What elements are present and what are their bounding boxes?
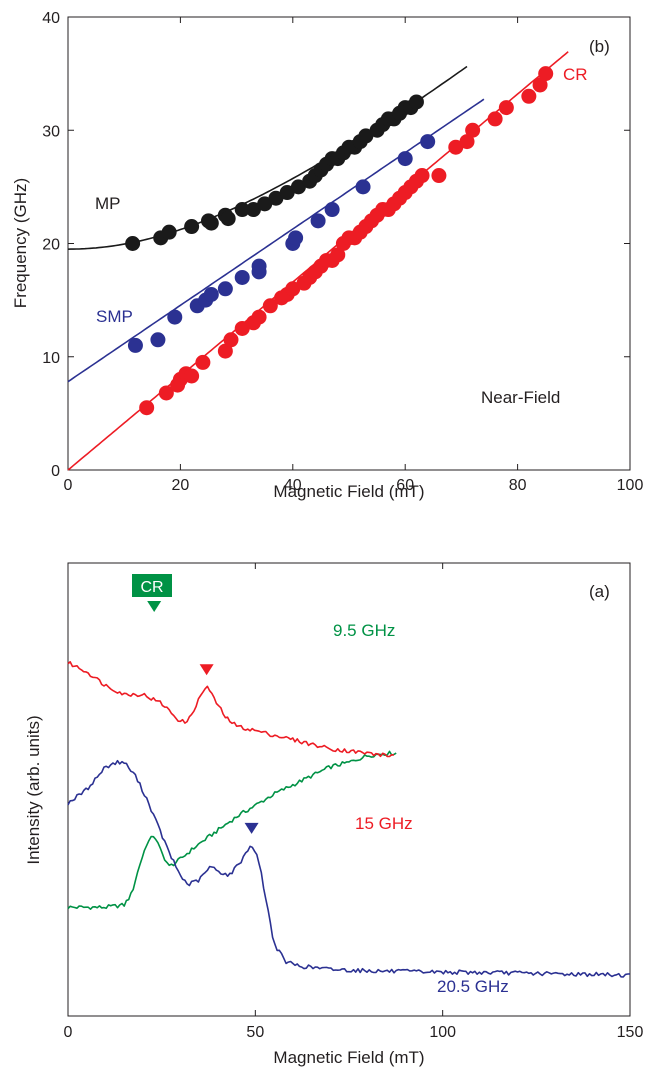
panel-b-ticks: 0 20 40 60 80 100 0 10 20 30 40 bbox=[42, 10, 643, 494]
cr-marker-badge bbox=[132, 574, 172, 597]
series-label-20-5ghz: 20.5 GHz bbox=[437, 977, 509, 996]
data-point-cr bbox=[465, 122, 481, 138]
data-point-cr bbox=[251, 309, 267, 325]
data-point-smp bbox=[420, 134, 436, 150]
mp-label: MP bbox=[95, 194, 121, 213]
panel-b-y-tick-label: 30 bbox=[42, 123, 60, 140]
near-field-label: Near-Field bbox=[481, 388, 560, 407]
panel-b-y-tick-label: 10 bbox=[42, 350, 60, 367]
series-label-15ghz: 15 GHz bbox=[355, 814, 413, 833]
panel-b-x-tick-label: 20 bbox=[172, 477, 190, 494]
panel-b-x-tick-label: 40 bbox=[284, 477, 302, 494]
data-point-smp bbox=[127, 337, 143, 353]
data-point-smp bbox=[217, 281, 233, 297]
panel-b-x-axis-label: Magnetic Field (mT) bbox=[273, 482, 424, 501]
data-point-cr bbox=[448, 139, 464, 155]
panel-b-data-points bbox=[125, 66, 554, 416]
cr-marker-badge-label: CR bbox=[140, 579, 163, 596]
data-point-smp bbox=[288, 230, 304, 246]
panel-a-intensity-spectra: 0 50 100 150 CR (a) 9.5 GHz 15 GHz 20.5 GHz… bbox=[24, 562, 644, 1067]
resonance-marker-2 bbox=[244, 822, 259, 834]
panel-a-x-axis-label: Magnetic Field (mT) bbox=[273, 1048, 424, 1067]
panel-a-x-tick-label: 100 bbox=[429, 1024, 456, 1041]
data-point-mp bbox=[408, 94, 424, 110]
data-point-mp bbox=[257, 196, 273, 212]
data-point-cr bbox=[285, 281, 301, 297]
spectrum-line-1 bbox=[67, 660, 395, 758]
data-point-cr bbox=[223, 332, 239, 348]
data-point-cr bbox=[158, 385, 174, 401]
panel-b-y-axis-label: Frequency (GHz) bbox=[11, 178, 30, 308]
data-point-cr bbox=[234, 320, 250, 336]
data-point-cr bbox=[498, 100, 514, 116]
data-point-cr bbox=[487, 111, 503, 127]
data-point-mp bbox=[184, 219, 200, 235]
smp-label: SMP bbox=[96, 307, 133, 326]
series-label-9-5ghz: 9.5 GHz bbox=[333, 621, 395, 640]
panel-b-label: (b) bbox=[589, 37, 610, 56]
panel-b-frequency-vs-field: 0 20 40 60 80 100 0 10 20 30 40 (b) MP SMP CR Near… bbox=[11, 10, 643, 501]
cr-label: CR bbox=[563, 65, 588, 84]
resonance-marker-0 bbox=[147, 601, 162, 612]
data-point-cr bbox=[414, 168, 430, 184]
data-point-smp bbox=[355, 179, 371, 195]
panel-a-x-tick-label: 0 bbox=[64, 1024, 73, 1041]
data-point-cr bbox=[184, 368, 200, 384]
data-point-cr bbox=[195, 354, 211, 370]
data-point-cr bbox=[217, 343, 233, 359]
data-point-cr bbox=[262, 298, 278, 314]
data-point-mp bbox=[234, 202, 250, 218]
data-point-cr bbox=[139, 400, 155, 416]
spectrum-line-0 bbox=[67, 750, 397, 911]
panel-a-resonance-markers bbox=[147, 601, 259, 834]
data-point-cr bbox=[521, 88, 537, 104]
data-point-mp bbox=[161, 224, 177, 240]
data-point-smp bbox=[324, 202, 340, 218]
panel-a-ticks: 0 50 100 150 bbox=[64, 563, 644, 1041]
data-point-mp bbox=[203, 215, 219, 231]
panel-b-x-tick-label: 0 bbox=[64, 477, 73, 494]
panel-b-y-tick-label: 40 bbox=[42, 10, 60, 27]
panel-a-x-tick-label: 150 bbox=[617, 1024, 644, 1041]
data-point-mp bbox=[125, 236, 141, 251]
data-point-smp bbox=[310, 213, 326, 229]
data-point-smp bbox=[150, 332, 166, 348]
data-point-smp bbox=[251, 258, 267, 274]
data-point-cr bbox=[538, 66, 554, 82]
data-point-cr bbox=[330, 247, 346, 263]
data-point-cr bbox=[431, 168, 447, 184]
panel-a-y-axis-label: Intensity (arb. units) bbox=[24, 715, 43, 864]
data-point-mp bbox=[290, 179, 306, 195]
data-point-mp bbox=[279, 185, 295, 201]
panel-a-x-tick-label: 50 bbox=[246, 1024, 264, 1041]
data-point-smp bbox=[397, 151, 413, 167]
data-point-mp bbox=[245, 202, 261, 218]
panel-b-x-tick-label: 100 bbox=[617, 477, 644, 494]
panel-a-label: (a) bbox=[589, 582, 610, 601]
panel-b-y-tick-label: 0 bbox=[51, 463, 60, 480]
data-point-mp bbox=[220, 211, 236, 227]
data-point-smp bbox=[203, 286, 219, 302]
data-point-mp bbox=[268, 190, 284, 206]
panel-a-frame bbox=[67, 562, 631, 1017]
resonance-marker-1 bbox=[199, 664, 214, 676]
data-point-cr bbox=[459, 134, 475, 150]
panel-a-spectra bbox=[67, 660, 631, 978]
spectrum-line-2 bbox=[67, 759, 631, 978]
data-point-mp bbox=[358, 128, 374, 144]
data-point-smp bbox=[167, 309, 183, 325]
panel-b-y-tick-label: 20 bbox=[42, 237, 60, 254]
panel-b-x-tick-label: 80 bbox=[509, 477, 527, 494]
data-point-smp bbox=[234, 269, 250, 285]
panel-b-x-tick-label: 60 bbox=[396, 477, 414, 494]
data-point-cr bbox=[532, 77, 548, 93]
fit-curve-smp bbox=[67, 98, 485, 383]
